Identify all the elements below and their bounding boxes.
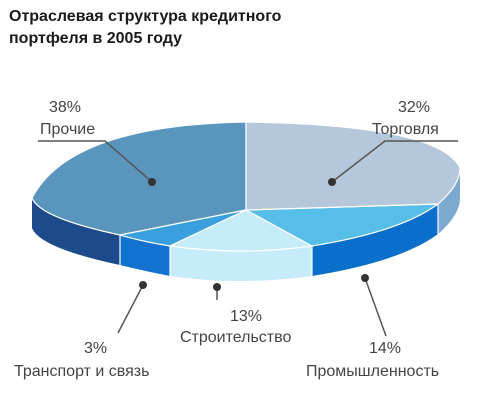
label-pct-transport: 3% [84, 340, 107, 357]
slice-industry [243, 203, 440, 247]
label-pct-trade: 32% [398, 99, 430, 116]
leader-lines [38, 140, 458, 337]
label-name-other: Прочие [40, 121, 95, 138]
dot-trade [328, 178, 336, 186]
leader-other [38, 140, 153, 183]
leader-trade [331, 140, 458, 183]
wall-trade [438, 168, 460, 234]
dot-industry [361, 274, 369, 282]
leader-transport [117, 284, 144, 334]
label-name-trade: Торговля [372, 121, 439, 138]
leader-dots [139, 178, 369, 291]
label-name-transport: Транспорт и связь [14, 363, 149, 380]
leader-industry [364, 277, 387, 337]
slice-other [31, 121, 247, 236]
label-pct-other: 38% [49, 99, 81, 116]
wall-other [32, 198, 120, 265]
slice-construct [167, 209, 314, 252]
label-pct-construct: 13% [230, 308, 262, 325]
wall-construct [170, 246, 312, 281]
label-name-industry: Промышленность [306, 363, 439, 380]
dot-construct [213, 283, 221, 291]
dot-other [148, 178, 156, 186]
chart-title: Отраслевая структура кредитного портфеля… [9, 6, 369, 50]
slice-labels: 38% Прочие 32% Торговля 13% Строительств… [14, 99, 439, 380]
label-name-construct: Строительство [180, 329, 291, 346]
dot-transport [139, 281, 147, 289]
chart-title-line-2: портфеля в 2005 году [9, 30, 183, 47]
wall-transport [120, 235, 170, 276]
label-pct-industry: 14% [369, 340, 401, 357]
chart-title-line-1: Отраслевая структура кредитного [9, 8, 282, 25]
